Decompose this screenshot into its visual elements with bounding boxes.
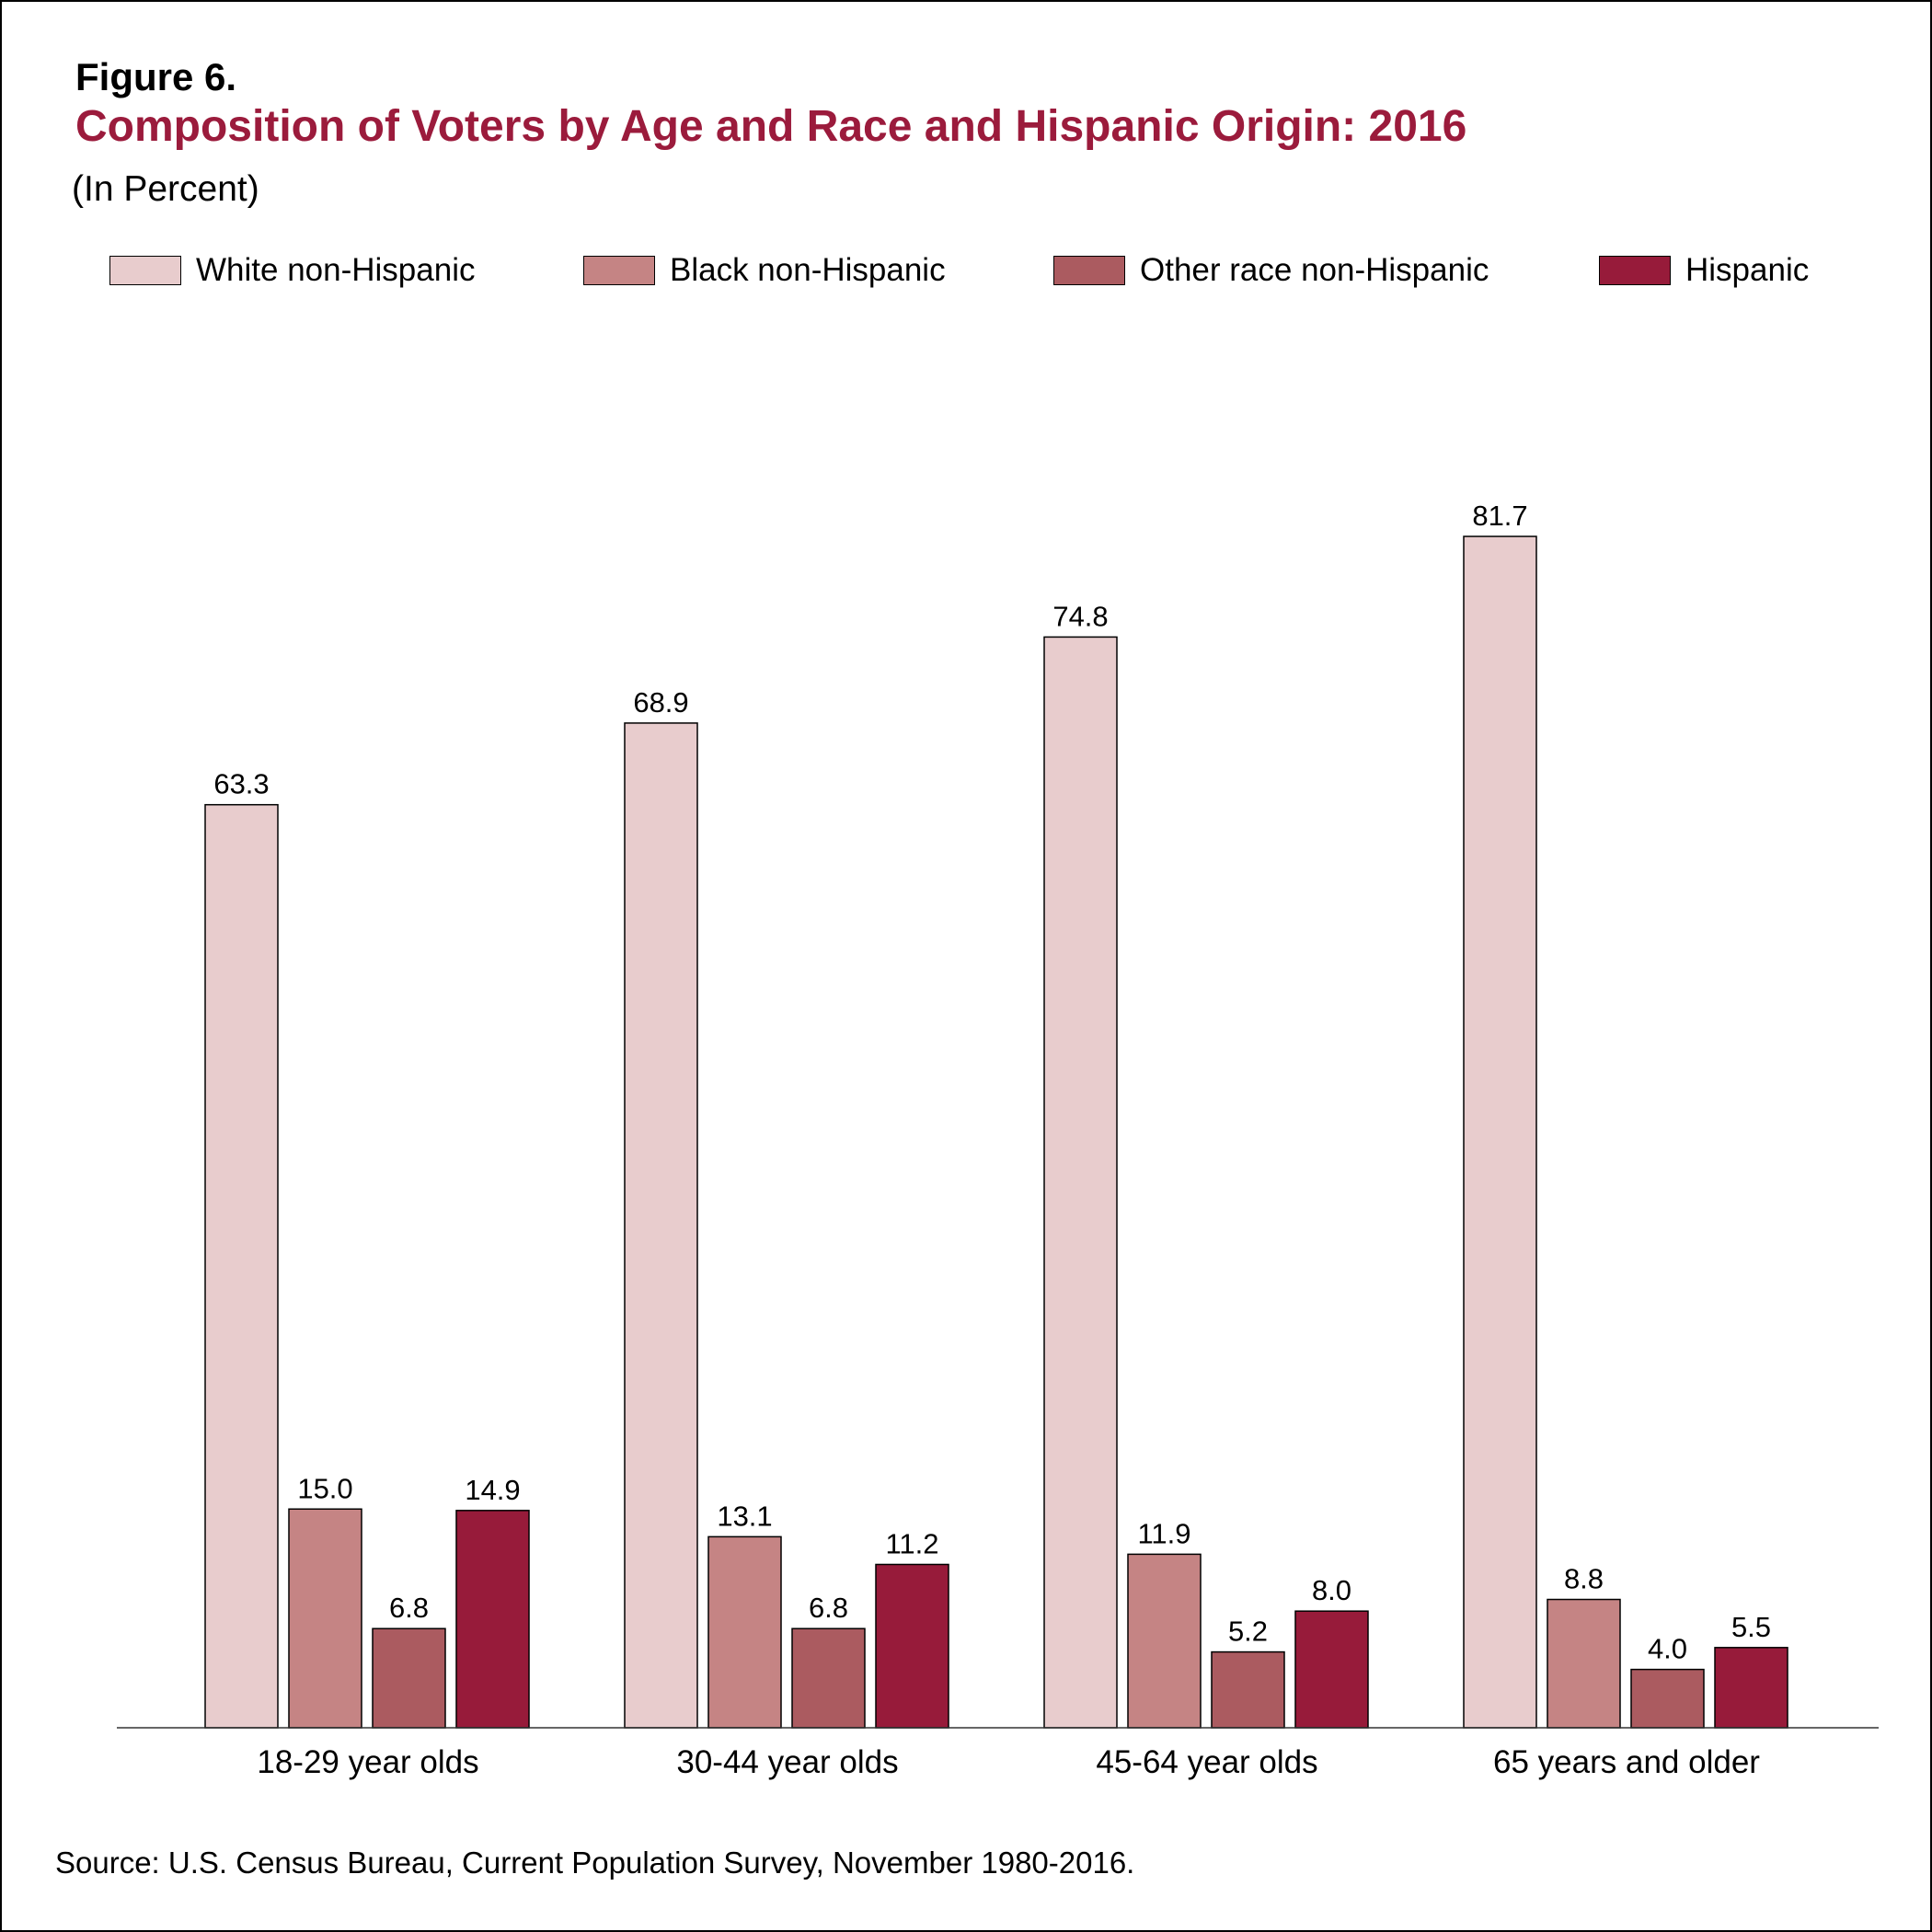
bar-4-3 bbox=[1630, 1668, 1705, 1729]
data-label-3-2: 11.9 bbox=[1137, 1517, 1190, 1549]
legend-item-white: White non-Hispanic bbox=[109, 252, 475, 289]
bar-1-1 bbox=[204, 803, 279, 1729]
legend-item-black: Black non-Hispanic bbox=[583, 252, 946, 289]
legend-swatch-white bbox=[109, 256, 181, 285]
data-label-3-3: 5.2 bbox=[1228, 1616, 1268, 1648]
bar-3-4 bbox=[1294, 1610, 1369, 1729]
x-tick-label-4: 65 years and older bbox=[1493, 1744, 1760, 1780]
data-label-1-3: 6.8 bbox=[389, 1592, 429, 1624]
legend-label-black: Black non-Hispanic bbox=[670, 252, 946, 288]
legend-swatch-other bbox=[1053, 256, 1125, 285]
bar-2-1 bbox=[624, 722, 698, 1729]
bar-3-1 bbox=[1043, 636, 1118, 1729]
bar-3-3 bbox=[1211, 1650, 1285, 1729]
figure-subtitle: (In Percent) bbox=[72, 169, 259, 209]
bar-2-3 bbox=[791, 1627, 866, 1729]
x-tick-label-2: 30-44 year olds bbox=[676, 1744, 898, 1780]
bar-4-4 bbox=[1714, 1647, 1788, 1729]
bar-1-2 bbox=[288, 1508, 362, 1729]
data-label-1-2: 15.0 bbox=[297, 1472, 352, 1504]
legend-item-hispanic: Hispanic bbox=[1599, 252, 1809, 289]
legend-swatch-black bbox=[583, 256, 655, 285]
bar-1-4 bbox=[455, 1510, 530, 1729]
data-label-4-3: 4.0 bbox=[1648, 1633, 1687, 1665]
legend-label-white: White non-Hispanic bbox=[196, 252, 476, 288]
data-label-2-4: 11.2 bbox=[885, 1527, 938, 1559]
data-label-2-3: 6.8 bbox=[809, 1592, 848, 1624]
data-label-2-1: 68.9 bbox=[633, 686, 688, 719]
bar-2-2 bbox=[707, 1535, 782, 1729]
source-note: Source: U.S. Census Bureau, Current Popu… bbox=[55, 1846, 1135, 1880]
x-tick-label-1: 18-29 year olds bbox=[257, 1744, 478, 1780]
data-label-3-1: 74.8 bbox=[1052, 600, 1108, 632]
data-label-3-4: 8.0 bbox=[1312, 1574, 1351, 1606]
x-tick-label-3: 45-64 year olds bbox=[1096, 1744, 1317, 1780]
figure-number: Figure 6. bbox=[75, 55, 237, 98]
data-label-2-2: 13.1 bbox=[717, 1500, 772, 1532]
bar-2-4 bbox=[875, 1563, 949, 1729]
legend-item-other: Other race non-Hispanic bbox=[1053, 252, 1489, 289]
data-label-4-4: 5.5 bbox=[1731, 1611, 1771, 1643]
bar-3-2 bbox=[1127, 1553, 1202, 1729]
legend-swatch-hispanic bbox=[1599, 256, 1671, 285]
legend-label-other: Other race non-Hispanic bbox=[1140, 252, 1489, 288]
bar-4-1 bbox=[1463, 535, 1537, 1729]
data-label-1-4: 14.9 bbox=[465, 1474, 520, 1506]
figure-title: Composition of Voters by Age and Race an… bbox=[75, 102, 1467, 151]
legend-label-hispanic: Hispanic bbox=[1685, 252, 1810, 288]
data-label-4-2: 8.8 bbox=[1564, 1563, 1604, 1595]
data-label-4-1: 81.7 bbox=[1472, 500, 1527, 532]
bar-1-3 bbox=[372, 1627, 446, 1729]
bar-4-2 bbox=[1547, 1598, 1621, 1729]
data-label-1-1: 63.3 bbox=[213, 768, 269, 800]
